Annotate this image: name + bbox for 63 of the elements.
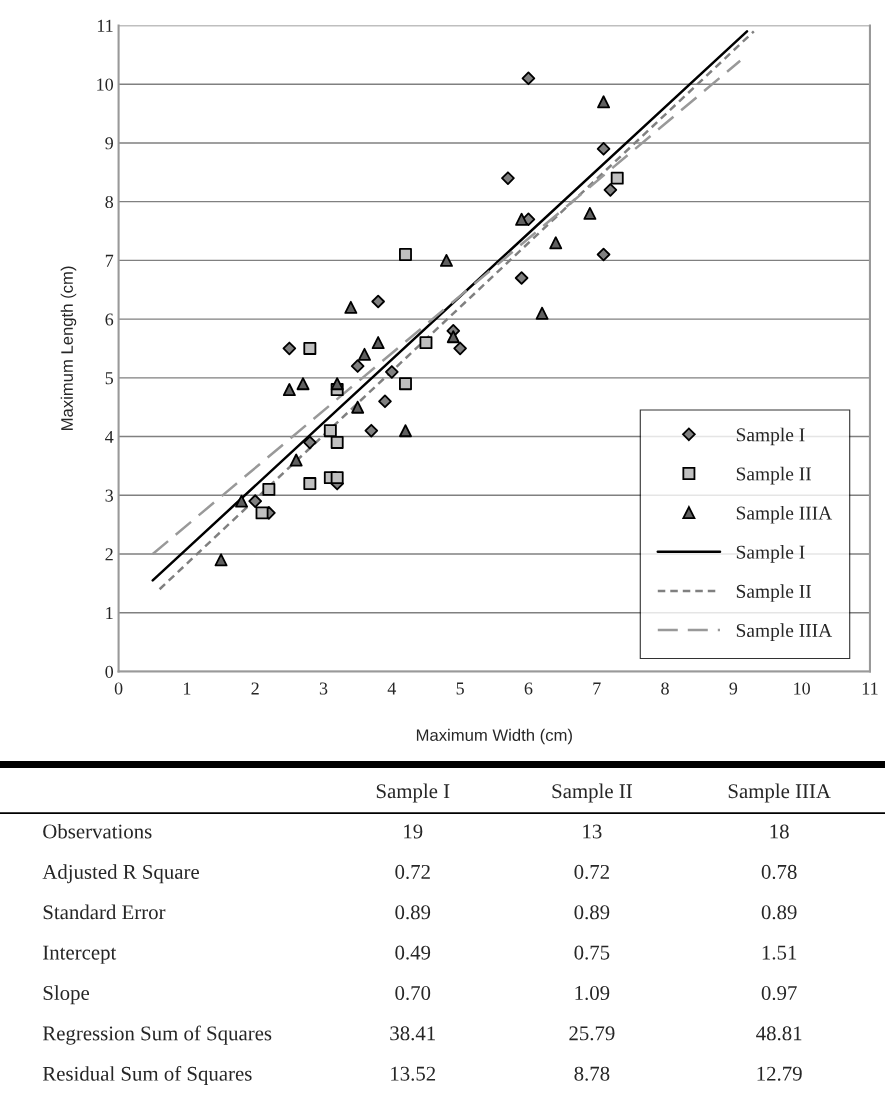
text: 13.52: [391, 1066, 436, 1081]
category-label: Intercept: [43, 945, 117, 964]
category-label: Residual Sum of Squares: [42, 1065, 252, 1086]
legend-label: Sample IIIA: [736, 623, 833, 641]
legend-label: Sample II: [736, 466, 812, 485]
x-tick-label: 5: [456, 682, 464, 695]
x-tick-label: 10: [794, 682, 810, 695]
text: 13: [583, 824, 602, 839]
x-tick-label: 9: [729, 682, 738, 695]
category-label: Adjusted R Square: [42, 864, 199, 884]
y-tick-label: 9: [105, 137, 113, 150]
text: 25.79: [569, 1026, 615, 1041]
category-label: Regression Sum of Squares: [42, 1025, 272, 1045]
category-label: Sample I: [376, 783, 450, 803]
y-axis-title: Maximum Length (cm): [60, 266, 77, 430]
text: 0.72: [574, 864, 609, 880]
text: 1.51: [762, 945, 797, 960]
text: 0.49: [395, 945, 431, 960]
text: 0.72: [395, 864, 430, 880]
text: 48.81: [756, 1026, 802, 1041]
x-tick-label: 2: [251, 682, 259, 695]
category-label: Observations: [43, 823, 152, 839]
x-tick-label: 6: [524, 682, 533, 695]
legend-label: Sample I: [736, 545, 805, 563]
x-tick-label: 4: [387, 682, 397, 695]
text: 0.70: [395, 985, 431, 1001]
x-tick-label: 7: [593, 682, 601, 695]
category-label: Slope: [43, 985, 90, 1005]
y-tick-label: 11: [97, 19, 113, 32]
text: 0.89: [761, 905, 797, 920]
text: 8.78: [574, 1066, 610, 1081]
x-tick-label: 3: [319, 682, 328, 695]
category-label: Sample II: [552, 783, 632, 803]
text: 0.89: [574, 905, 610, 920]
text: 18: [770, 824, 789, 839]
y-tick-label: 3: [105, 489, 114, 502]
legend-label: Sample II: [736, 584, 812, 602]
text: 0.75: [574, 945, 610, 960]
y-tick-label: 8: [105, 195, 114, 209]
text: 12.79: [757, 1066, 802, 1081]
y-tick-label: 10: [97, 78, 114, 91]
category-label: Sample IIIA: [728, 783, 831, 803]
y-tick-label: 2: [105, 548, 113, 561]
text: 0.97: [761, 985, 797, 1001]
y-tick-label: 5: [105, 372, 114, 385]
x-tick-label: 1: [183, 682, 191, 695]
text: 1.09: [575, 985, 610, 1001]
x-tick-label: 8: [661, 682, 669, 695]
y-tick-label: 6: [105, 313, 114, 326]
x-tick-label: 11: [862, 682, 878, 695]
category-label: Standard Error: [43, 904, 166, 920]
legend-label: Sample IIIA: [736, 505, 833, 524]
y-tick-label: 7: [105, 254, 114, 267]
legend-label: Sample I: [736, 427, 805, 446]
text: 38.41: [390, 1026, 435, 1041]
y-tick-label: 1: [106, 607, 113, 619]
y-tick-label: 4: [105, 430, 114, 443]
text: 0.89: [395, 905, 431, 920]
text: 19: [404, 824, 423, 839]
x-tick-label: 0: [114, 682, 123, 695]
x-axis-title: Maximum Width (cm): [416, 728, 572, 745]
y-tick-label: 0: [105, 665, 114, 678]
text: 0.78: [761, 864, 797, 880]
